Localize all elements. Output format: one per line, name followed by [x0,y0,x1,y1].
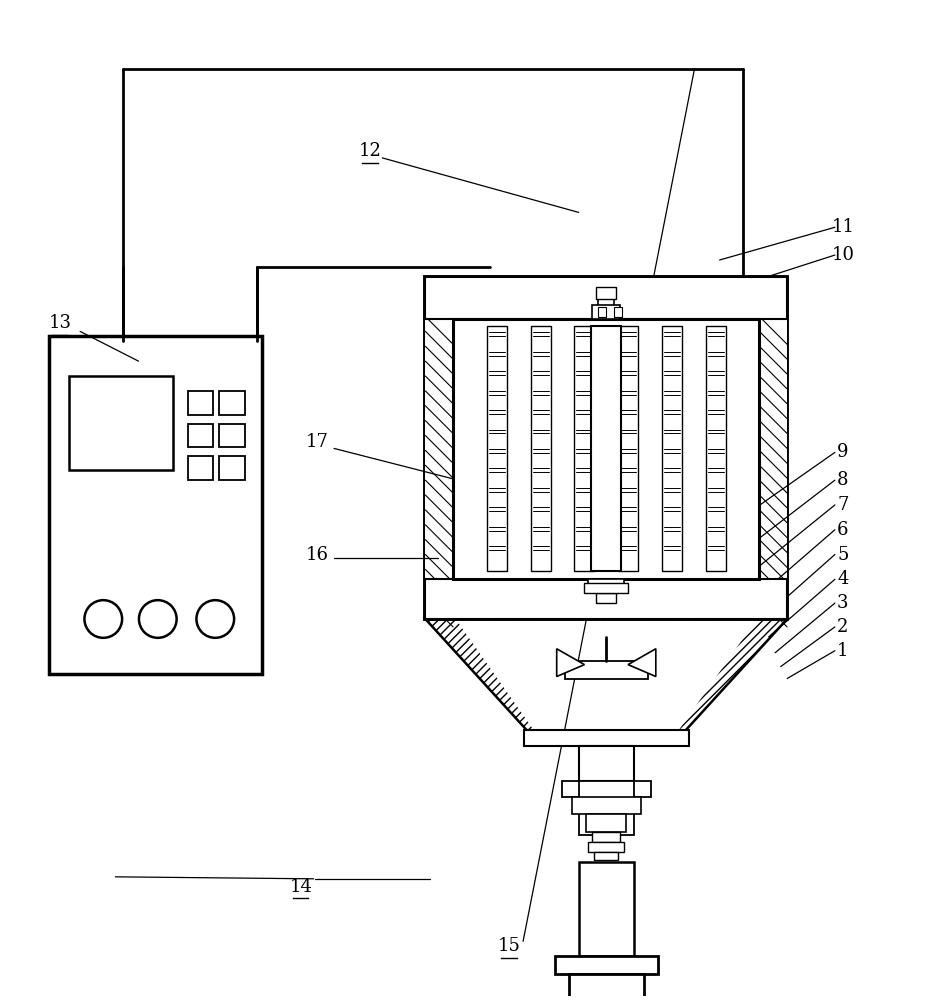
Bar [759,317,787,604]
Bar [588,842,624,852]
Bar [188,424,213,447]
Text: 13: 13 [49,314,71,332]
Bar [593,832,620,842]
Bar [49,336,262,674]
Bar [188,391,213,415]
Bar [574,326,595,571]
Bar [568,974,644,1000]
Polygon shape [457,621,755,736]
Bar [219,391,245,415]
Bar [579,781,634,835]
Bar [565,661,648,679]
Bar [614,307,622,317]
Polygon shape [556,649,584,677]
Bar [219,424,245,447]
Bar [706,326,726,571]
Bar [597,287,616,299]
Text: 14: 14 [289,878,312,896]
Text: 11: 11 [831,218,855,236]
Bar [586,814,626,832]
Text: 8: 8 [837,471,849,489]
Text: 1: 1 [837,642,849,660]
Bar [595,852,618,860]
Text: 4: 4 [837,570,848,588]
Text: 6: 6 [837,521,849,539]
Bar [591,326,621,571]
Text: 12: 12 [359,142,381,160]
Text: 16: 16 [306,546,329,564]
Bar [524,730,688,746]
Bar [584,583,628,593]
Bar [598,307,606,317]
Text: 17: 17 [306,433,329,451]
Text: 9: 9 [837,443,849,461]
Bar [562,781,651,797]
Bar [662,326,682,571]
Bar [425,277,787,619]
Text: 2: 2 [837,618,848,636]
Bar [453,319,759,579]
Bar [579,746,634,781]
Bar [579,862,634,956]
Text: 3: 3 [837,594,849,612]
Bar [598,289,614,319]
Bar [531,326,551,571]
Polygon shape [628,649,655,677]
Bar [425,277,787,319]
Bar [425,579,787,619]
Bar [487,326,507,571]
Bar [219,456,245,480]
Text: 10: 10 [831,246,855,264]
Bar [588,579,624,593]
Text: 7: 7 [837,496,848,514]
Text: 5: 5 [837,546,848,564]
Bar [593,305,620,319]
Bar [68,376,173,470]
Text: 15: 15 [497,937,521,955]
Bar [597,593,616,603]
Bar [571,797,640,814]
Bar [425,317,453,604]
Bar [188,456,213,480]
Bar [554,956,658,974]
Bar [618,326,638,571]
